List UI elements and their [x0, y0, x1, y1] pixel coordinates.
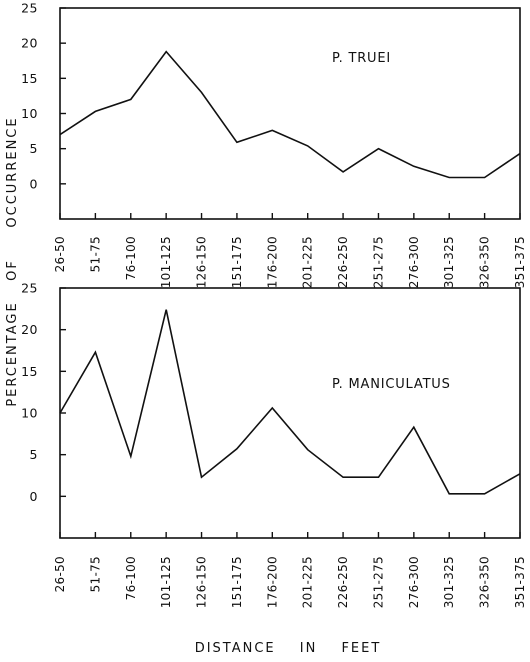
y-tick-label: 20 — [21, 322, 38, 337]
y-tick-label: 5 — [30, 141, 38, 156]
x-tick-label: 326-350 — [478, 556, 492, 608]
x-axis-title: DISTANCE IN FEET — [195, 641, 382, 656]
y-tick-label: 5 — [30, 447, 38, 462]
series-line — [59, 50, 521, 179]
x-tick-label: 201-225 — [301, 236, 315, 288]
x-tick-label: 351-375 — [513, 556, 527, 608]
y-tick-label: 10 — [21, 406, 38, 421]
y-axis-title-occurrence: OCCURRENCE — [5, 116, 20, 227]
x-tick-label: 51-75 — [88, 556, 102, 592]
plot-frame — [59, 7, 521, 220]
x-tick-label: 151-175 — [230, 556, 244, 608]
x-tick-label: 351-375 — [513, 236, 527, 288]
series-annotation: P. MANICULATUS — [332, 377, 451, 392]
x-tick-label: 176-200 — [265, 236, 279, 288]
y-tick-label: 0 — [30, 489, 38, 504]
x-tick-label: 26-50 — [53, 236, 67, 272]
chart-panel-p-maniculatus: 0 5 10 15 20 25 26-50 51-75 76-100 101-125 126-150… — [21, 281, 527, 609]
y-tick-label: 15 — [21, 364, 38, 379]
x-tick-label: 226-250 — [336, 236, 350, 288]
x-tick-label: 326-350 — [478, 236, 492, 288]
x-tick-label: 101-125 — [159, 556, 173, 608]
x-tick-label: 226-250 — [336, 556, 350, 608]
x-tick-label: 251-275 — [371, 236, 385, 288]
y-tick-label: 10 — [21, 106, 38, 121]
x-tick-label: 276-300 — [407, 236, 421, 288]
series-line — [59, 309, 521, 495]
x-tick-label: 176-200 — [265, 556, 279, 608]
y-axis-title-percentage: PERCENTAGE — [5, 301, 20, 406]
x-tick-label: 51-75 — [88, 236, 102, 272]
y-axis-title-of: OF — [5, 259, 20, 281]
plot-frame — [59, 287, 521, 539]
x-tick-label: 101-125 — [159, 236, 173, 288]
x-tick-label: 76-100 — [124, 236, 138, 280]
series-annotation: P. TRUEI — [332, 51, 391, 66]
chart-panel-p-truei: 0 5 10 15 20 25 26-50 51-75 76-100 101-125 126-150… — [21, 1, 527, 289]
x-tick-label: 26-50 — [53, 556, 67, 592]
y-tick-label: 25 — [21, 1, 38, 16]
x-tick-label: 251-275 — [371, 556, 385, 608]
x-tick-label: 126-150 — [195, 556, 209, 608]
x-tick-label: 151-175 — [230, 236, 244, 288]
y-tick-label: 25 — [21, 281, 38, 296]
x-tick-label: 126-150 — [195, 236, 209, 288]
y-tick-label: 20 — [21, 36, 38, 51]
x-tick-label: 76-100 — [124, 556, 138, 600]
x-tick-label: 301-325 — [442, 236, 456, 288]
x-tick-label: 301-325 — [442, 556, 456, 608]
x-tick-label: 201-225 — [301, 556, 315, 608]
y-tick-label: 15 — [21, 71, 38, 86]
y-tick-label: 0 — [30, 176, 38, 191]
x-tick-label: 276-300 — [407, 556, 421, 608]
